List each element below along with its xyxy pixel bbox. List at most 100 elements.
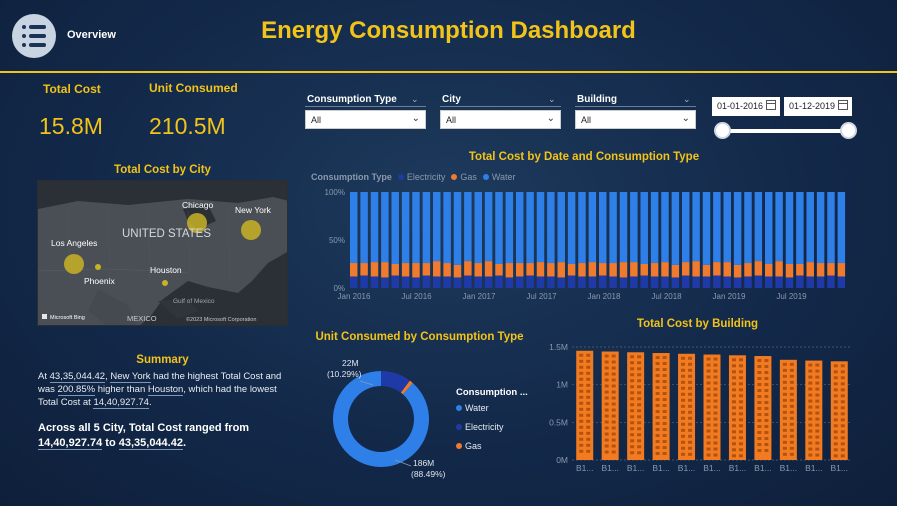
chevron-down-icon[interactable]: ⌄ [548,94,556,104]
bar-water[interactable] [433,192,441,262]
bar-water[interactable] [547,192,555,264]
bar-water[interactable] [401,192,410,264]
bar-water[interactable] [578,192,586,264]
bar-electricity[interactable] [671,277,680,288]
bar-electricity[interactable] [536,276,545,288]
bar-electricity[interactable] [360,275,368,288]
building-chart[interactable]: 1.5M 1M 0.5M 0M B1... B1... B1... B1... B1... B1… [536,338,856,476]
bar-water[interactable] [661,192,669,263]
bar-electricity[interactable] [816,276,825,288]
map-bubble-houston[interactable] [162,280,168,286]
bar-electricity[interactable] [744,276,752,288]
bar-gas[interactable] [806,262,814,277]
bar-water[interactable] [505,192,514,264]
bar-electricity[interactable] [453,277,462,288]
bar-gas[interactable] [765,264,773,277]
bar-water[interactable] [526,192,534,264]
bar-electricity[interactable] [381,277,389,288]
bar-water[interactable] [744,192,752,264]
bar-water[interactable] [806,192,814,263]
bar-water[interactable] [516,192,524,264]
bar-electricity[interactable] [391,275,399,288]
bar-water[interactable] [536,192,545,263]
bar-gas[interactable] [588,262,597,277]
bar-water[interactable] [785,192,794,264]
bar-electricity[interactable] [640,275,648,288]
bar-water[interactable] [484,192,493,262]
bar-electricity[interactable] [661,276,669,288]
date-start-input[interactable]: 01-01-2016 [712,97,780,116]
donut-slice-gas[interactable] [400,380,413,395]
bar-electricity[interactable] [495,275,503,288]
bar-electricity[interactable] [713,275,721,288]
date-end-input[interactable]: 01-12-2019 [784,97,852,116]
bar-electricity[interactable] [785,277,794,288]
bar-water[interactable] [713,192,721,263]
bar-electricity[interactable] [547,276,555,288]
building-bar[interactable] [703,354,721,460]
bar-gas[interactable] [350,263,358,277]
bar-water[interactable] [495,192,503,264]
date-range-slider-start-handle[interactable] [713,122,731,139]
bar-gas[interactable] [640,264,648,276]
bar-water[interactable] [765,192,773,264]
bar-gas[interactable] [464,261,472,276]
bar-water[interactable] [609,192,617,264]
bar-water[interactable] [443,192,451,264]
bar-water[interactable] [557,192,565,263]
bar-gas[interactable] [796,264,804,276]
bar-gas[interactable] [567,264,576,276]
bar-gas[interactable] [713,262,721,276]
bar-water[interactable] [412,192,420,264]
bar-electricity[interactable] [702,276,711,288]
bar-water[interactable] [567,192,576,264]
bar-electricity[interactable] [422,275,431,288]
bar-gas[interactable] [484,261,493,277]
bar-electricity[interactable] [619,277,628,288]
bar-gas[interactable] [536,262,545,277]
bar-water[interactable] [682,192,690,263]
bar-gas[interactable] [619,262,628,278]
building-bar[interactable] [576,350,594,460]
legend-item-water[interactable]: Water [482,172,516,182]
building-bar[interactable] [754,356,772,460]
bar-gas[interactable] [682,262,690,276]
bar-electricity[interactable] [433,276,441,288]
slicer-consumption-type-select[interactable]: All ⌄ [305,110,426,129]
bar-gas[interactable] [692,261,700,277]
building-bar[interactable] [627,352,645,460]
bar-water[interactable] [837,192,846,264]
bar-electricity[interactable] [557,277,565,288]
bar-water[interactable] [599,192,607,264]
bar-water[interactable] [754,192,763,262]
bar-electricity[interactable] [588,276,597,288]
map-bubble-chicago[interactable] [187,213,207,233]
bar-gas[interactable] [785,264,794,278]
bar-gas[interactable] [360,263,368,276]
overview-label[interactable]: Overview [67,29,116,41]
bar-electricity[interactable] [765,276,773,288]
bar-water[interactable] [827,192,835,264]
building-bar[interactable] [779,359,797,460]
donut-legend-electricity[interactable]: Electricity [456,422,528,432]
bar-water[interactable] [350,192,358,264]
bar-electricity[interactable] [567,275,576,288]
city-map[interactable]: UNITED STATES Chicago New York Los Angel… [37,180,288,326]
bar-water[interactable] [796,192,804,264]
bar-electricity[interactable] [464,275,472,288]
map-bubble-phoenix[interactable] [95,264,101,270]
bar-water[interactable] [453,192,462,265]
bar-gas[interactable] [650,263,659,277]
bar-gas[interactable] [723,262,731,277]
bar-water[interactable] [360,192,368,264]
building-bar[interactable] [678,353,696,460]
donut-legend-water[interactable]: Water [456,403,528,413]
bar-electricity[interactable] [796,275,804,288]
map-bubble-los-angeles[interactable] [64,254,84,274]
bar-gas[interactable] [381,262,389,278]
bar-water[interactable] [630,192,638,263]
bar-electricity[interactable] [443,276,451,288]
bar-electricity[interactable] [692,276,700,288]
bar-electricity[interactable] [516,276,524,288]
bar-gas[interactable] [370,262,379,277]
